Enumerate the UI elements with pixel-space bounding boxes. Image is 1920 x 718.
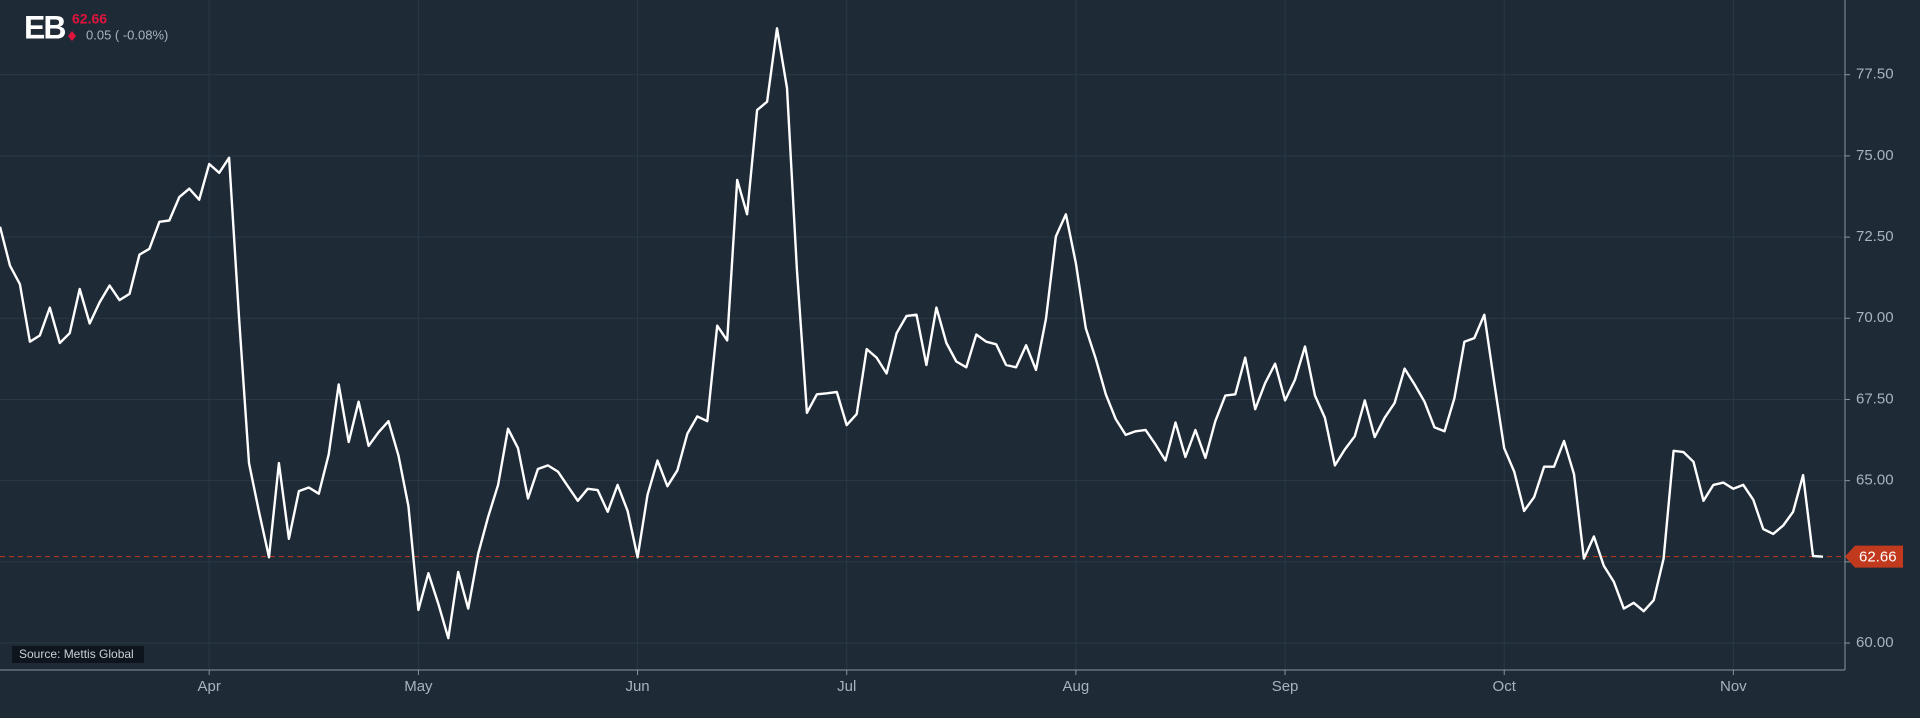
y-tick-label: 67.50 bbox=[1856, 390, 1894, 407]
symbol: EB bbox=[24, 9, 65, 45]
source: Source: Mettis Global bbox=[19, 647, 134, 661]
x-tick-label: Oct bbox=[1493, 678, 1517, 695]
change-icon bbox=[68, 31, 76, 41]
x-tick-label: Apr bbox=[198, 678, 221, 695]
last-value-tag bbox=[1845, 545, 1903, 568]
y-tick-label: 77.50 bbox=[1856, 66, 1894, 83]
x-tick-label: Jun bbox=[625, 678, 649, 695]
price-line bbox=[0, 27, 1824, 640]
x-tick-label: Aug bbox=[1063, 678, 1090, 695]
y-tick-label: 75.00 bbox=[1856, 147, 1894, 164]
y-tick-label: 65.00 bbox=[1856, 472, 1894, 489]
x-tick-label: Nov bbox=[1720, 678, 1747, 695]
grid bbox=[0, 0, 1845, 670]
price: 62.66 bbox=[72, 11, 107, 27]
change: 0.05 ( -0.08%) bbox=[86, 27, 168, 42]
last-value-label: 62.66 bbox=[1859, 549, 1897, 566]
source-box bbox=[12, 646, 144, 663]
y-tick-label: 70.00 bbox=[1856, 309, 1894, 326]
x-tick-label: May bbox=[404, 678, 433, 695]
x-tick-label: Sep bbox=[1272, 678, 1299, 695]
y-tick-label: 60.00 bbox=[1856, 634, 1894, 651]
y-tick-label: 72.50 bbox=[1856, 228, 1894, 245]
x-tick-label: Jul bbox=[837, 678, 856, 695]
